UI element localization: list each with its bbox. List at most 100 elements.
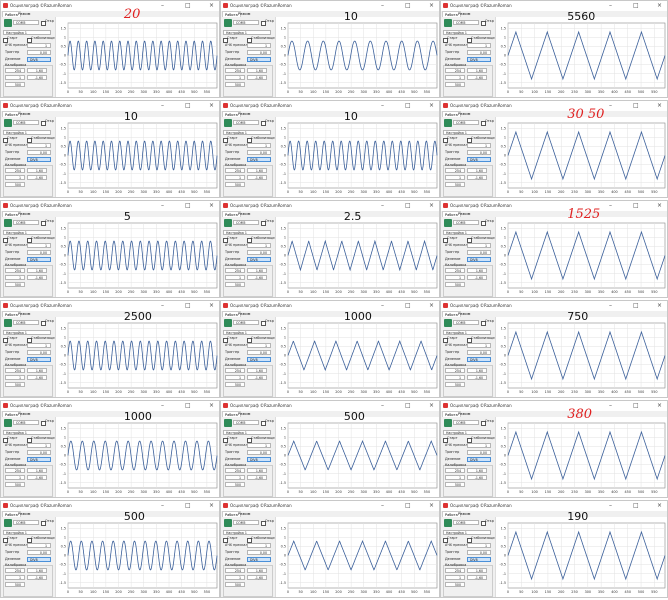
division-select[interactable]: DIV8 bbox=[247, 357, 271, 362]
start-checkbox[interactable] bbox=[3, 338, 8, 343]
port-select[interactable]: COM5 bbox=[233, 220, 259, 225]
minimize-button[interactable]: – bbox=[609, 202, 612, 209]
open-checkbox[interactable] bbox=[261, 321, 266, 326]
close-button[interactable]: × bbox=[209, 2, 215, 9]
calibration-input[interactable]: 500 bbox=[225, 582, 245, 587]
refresh-button[interactable] bbox=[224, 19, 232, 27]
tab-mode[interactable]: Режим bbox=[18, 112, 31, 116]
minimize-button[interactable]: – bbox=[381, 2, 384, 9]
calibration-input[interactable]: -1,60 bbox=[27, 375, 47, 380]
maximize-button[interactable]: □ bbox=[185, 502, 191, 509]
tab-work[interactable]: Работа bbox=[222, 411, 241, 417]
tab-work[interactable]: Работа bbox=[2, 211, 21, 217]
prescaler-input[interactable]: 1 bbox=[247, 443, 271, 448]
minimize-button[interactable]: – bbox=[161, 502, 164, 509]
close-button[interactable]: × bbox=[657, 2, 663, 9]
refresh-button[interactable] bbox=[4, 519, 12, 527]
calibration-input[interactable]: 254 bbox=[5, 168, 25, 173]
preset-select[interactable]: Настройка 1 bbox=[443, 230, 491, 235]
stabilize-checkbox[interactable] bbox=[467, 138, 472, 143]
maximize-button[interactable]: □ bbox=[185, 402, 191, 409]
calibration-input[interactable]: -1,60 bbox=[467, 475, 487, 480]
minimize-button[interactable]: – bbox=[609, 502, 612, 509]
minimize-button[interactable]: – bbox=[381, 302, 384, 309]
minimize-button[interactable]: – bbox=[161, 2, 164, 9]
prescaler-input[interactable]: 1 bbox=[467, 343, 491, 348]
tab-work[interactable]: Работа bbox=[442, 311, 461, 317]
division-select[interactable]: DIV8 bbox=[247, 57, 271, 62]
trigger-input[interactable]: 0,00 bbox=[27, 550, 51, 555]
stabilize-checkbox[interactable] bbox=[467, 438, 472, 443]
calibration-input[interactable]: -1,60 bbox=[467, 375, 487, 380]
calibration-input[interactable]: -1,60 bbox=[27, 275, 47, 280]
stabilize-checkbox[interactable] bbox=[247, 438, 252, 443]
maximize-button[interactable]: □ bbox=[185, 302, 191, 309]
division-select[interactable]: DIV8 bbox=[247, 457, 271, 462]
maximize-button[interactable]: □ bbox=[633, 102, 639, 109]
division-select[interactable]: DIV8 bbox=[27, 457, 51, 462]
calibration-input[interactable]: 500 bbox=[225, 282, 245, 287]
trigger-input[interactable]: 0,00 bbox=[467, 50, 491, 55]
tab-mode[interactable]: Режим bbox=[238, 512, 251, 516]
refresh-button[interactable] bbox=[444, 219, 452, 227]
calibration-input[interactable]: 1 bbox=[5, 575, 25, 580]
start-checkbox[interactable] bbox=[3, 538, 8, 543]
refresh-button[interactable] bbox=[4, 319, 12, 327]
division-select[interactable]: DIV8 bbox=[27, 357, 51, 362]
close-button[interactable]: × bbox=[209, 202, 215, 209]
open-checkbox[interactable] bbox=[481, 321, 486, 326]
calibration-input[interactable]: 500 bbox=[445, 182, 465, 187]
prescaler-input[interactable]: 1 bbox=[27, 443, 51, 448]
stabilize-checkbox[interactable] bbox=[247, 38, 252, 43]
calibration-input[interactable]: 254 bbox=[225, 368, 245, 373]
calibration-input[interactable]: -1,60 bbox=[467, 175, 487, 180]
trigger-input[interactable]: 0,00 bbox=[27, 450, 51, 455]
division-select[interactable]: DIV8 bbox=[27, 57, 51, 62]
calibration-input[interactable]: 500 bbox=[5, 82, 25, 87]
minimize-button[interactable]: – bbox=[609, 2, 612, 9]
maximize-button[interactable]: □ bbox=[633, 202, 639, 209]
refresh-button[interactable] bbox=[4, 19, 12, 27]
maximize-button[interactable]: □ bbox=[405, 202, 411, 209]
calibration-input[interactable]: 1,60 bbox=[247, 568, 267, 573]
preset-select[interactable]: Настройка 1 bbox=[223, 330, 271, 335]
stabilize-checkbox[interactable] bbox=[247, 338, 252, 343]
stabilize-checkbox[interactable] bbox=[27, 238, 32, 243]
port-select[interactable]: COM5 bbox=[453, 420, 479, 425]
refresh-button[interactable] bbox=[444, 519, 452, 527]
calibration-input[interactable]: 500 bbox=[5, 382, 25, 387]
calibration-input[interactable]: 254 bbox=[5, 68, 25, 73]
maximize-button[interactable]: □ bbox=[405, 2, 411, 9]
calibration-input[interactable]: -1,60 bbox=[247, 175, 267, 180]
trigger-input[interactable]: 0,00 bbox=[247, 350, 271, 355]
trigger-input[interactable]: 0,00 bbox=[27, 150, 51, 155]
trigger-input[interactable]: 0,00 bbox=[467, 250, 491, 255]
port-select[interactable]: COM5 bbox=[13, 120, 39, 125]
preset-select[interactable]: Настройка 1 bbox=[443, 30, 491, 35]
division-select[interactable]: DIV8 bbox=[467, 557, 491, 562]
open-checkbox[interactable] bbox=[481, 121, 486, 126]
open-checkbox[interactable] bbox=[261, 121, 266, 126]
preset-select[interactable]: Настройка 1 bbox=[223, 130, 271, 135]
preset-select[interactable]: Настройка 1 bbox=[3, 230, 51, 235]
stabilize-checkbox[interactable] bbox=[467, 338, 472, 343]
minimize-button[interactable]: – bbox=[381, 202, 384, 209]
tab-mode[interactable]: Режим bbox=[458, 12, 471, 16]
calibration-input[interactable]: 254 bbox=[225, 68, 245, 73]
maximize-button[interactable]: □ bbox=[185, 202, 191, 209]
preset-select[interactable]: Настройка 1 bbox=[223, 430, 271, 435]
minimize-button[interactable]: – bbox=[381, 502, 384, 509]
tab-mode[interactable]: Режим bbox=[18, 312, 31, 316]
prescaler-input[interactable]: 1 bbox=[27, 143, 51, 148]
maximize-button[interactable]: □ bbox=[405, 302, 411, 309]
close-button[interactable]: × bbox=[657, 102, 663, 109]
prescaler-input[interactable]: 1 bbox=[467, 243, 491, 248]
minimize-button[interactable]: – bbox=[609, 102, 612, 109]
start-checkbox[interactable] bbox=[223, 138, 228, 143]
prescaler-input[interactable]: 1 bbox=[467, 543, 491, 548]
preset-select[interactable]: Настройка 1 bbox=[3, 530, 51, 535]
division-select[interactable]: DIV8 bbox=[247, 557, 271, 562]
stabilize-checkbox[interactable] bbox=[27, 438, 32, 443]
calibration-input[interactable]: -1,60 bbox=[467, 75, 487, 80]
calibration-input[interactable]: -1,60 bbox=[247, 475, 267, 480]
